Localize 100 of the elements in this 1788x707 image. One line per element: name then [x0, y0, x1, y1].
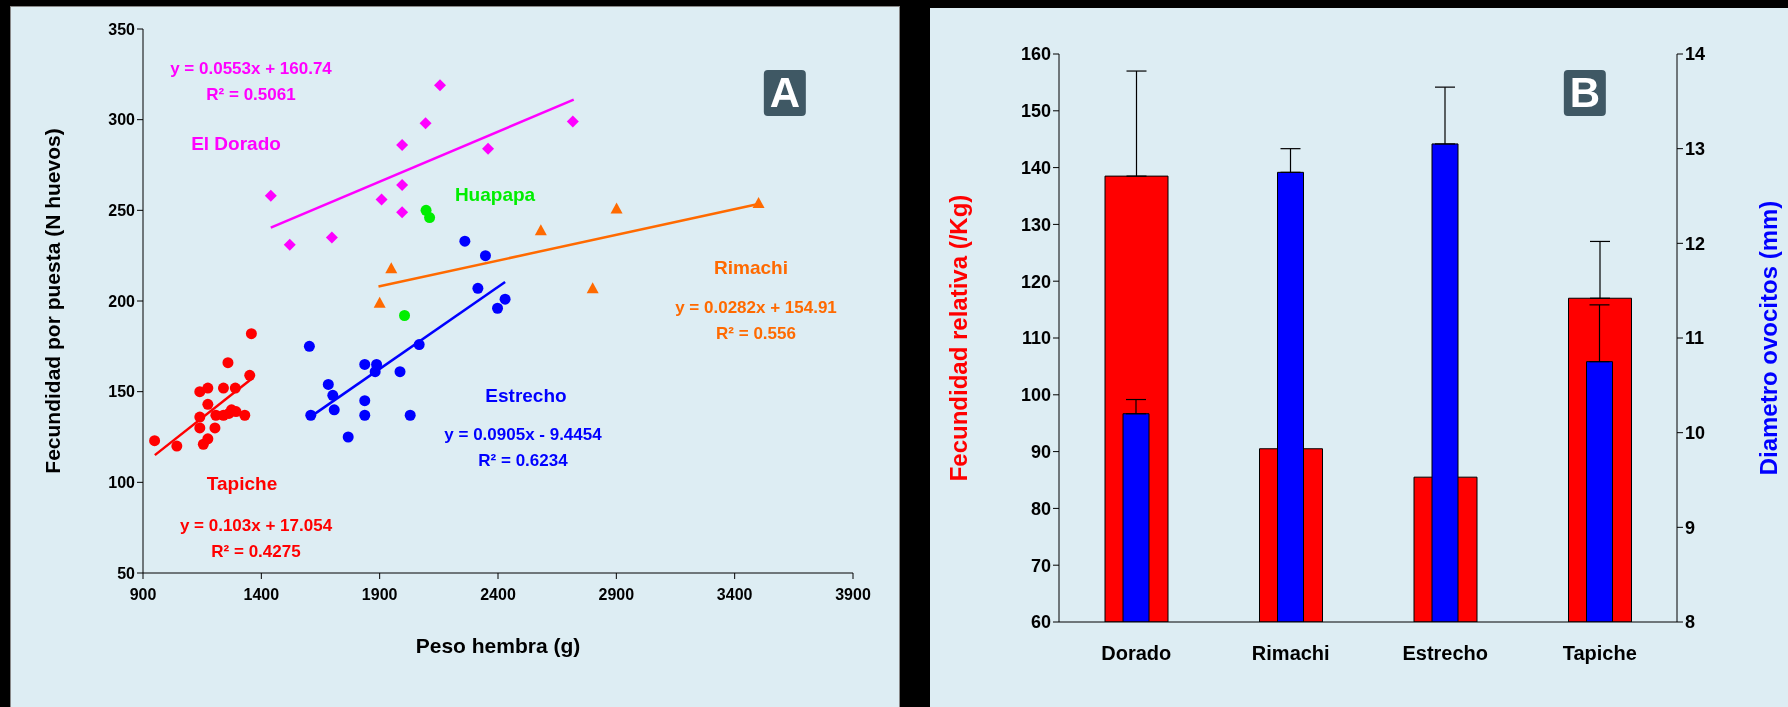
point	[264, 189, 277, 202]
series-label: El Dorado	[191, 132, 281, 155]
point	[394, 366, 406, 378]
y2-tick-label: 13	[1685, 139, 1706, 160]
point	[283, 238, 296, 251]
point	[479, 250, 491, 262]
point	[171, 440, 183, 452]
point	[424, 212, 436, 224]
y-tick-label: 250	[108, 202, 136, 220]
y-tick-label: 70	[1030, 555, 1051, 576]
point	[534, 224, 547, 236]
point	[325, 231, 338, 244]
y-tick-label: 150	[108, 383, 136, 401]
x-tick-label: Rimachi	[1251, 642, 1330, 665]
point	[209, 422, 221, 434]
y2-tick-label: 12	[1685, 233, 1706, 254]
y2-tick-label: 10	[1685, 423, 1706, 444]
point	[202, 433, 214, 445]
x-tick-label: 3900	[835, 586, 871, 604]
point	[375, 193, 388, 206]
y-tick-label: 150	[1020, 101, 1051, 122]
point	[459, 235, 471, 247]
point	[566, 115, 579, 128]
point	[217, 382, 229, 394]
annotation: y = 0.0905x - 9.4454	[444, 424, 602, 445]
x-axis-title: Peso hembra (g)	[415, 634, 581, 657]
annotation: R² = 0.6234	[478, 450, 568, 471]
point	[239, 409, 251, 421]
point	[342, 431, 354, 443]
x-tick-label: 1400	[243, 586, 280, 604]
point	[322, 378, 334, 390]
x-tick-label: 3400	[716, 586, 753, 604]
y-tick-label: 130	[1020, 214, 1051, 235]
y2-tick-label: 9	[1685, 517, 1696, 538]
annotation: R² = 0.4275	[211, 541, 301, 562]
annotation: y = 0.103x + 17.054	[179, 515, 333, 536]
point	[586, 282, 599, 294]
point	[396, 178, 409, 191]
y-tick-label: 90	[1030, 441, 1051, 462]
x-tick-label: 900	[129, 586, 157, 604]
y-axis-title: Fecundidad por puesta (N huevos)	[41, 128, 65, 474]
y-tick-label: 100	[1020, 385, 1051, 406]
point	[404, 409, 416, 421]
annotation: R² = 0.556	[716, 323, 796, 344]
y-tick-label: 100	[108, 474, 136, 492]
point	[359, 409, 371, 421]
x-tick-label: 2900	[598, 586, 635, 604]
point	[194, 386, 206, 398]
series-label: Huapapa	[454, 183, 536, 206]
annotation: y = 0.0282x + 154.91	[675, 297, 837, 318]
point	[149, 435, 161, 447]
y-tick-label: 160	[1020, 44, 1051, 65]
point	[202, 398, 214, 410]
point	[373, 296, 386, 308]
point	[303, 340, 315, 352]
point	[396, 206, 409, 219]
y2-tick-label: 11	[1685, 328, 1705, 349]
text: Rimachi	[714, 256, 788, 279]
point	[399, 310, 411, 322]
y-tick-label: 80	[1030, 498, 1051, 519]
y-tick-label: 300	[108, 111, 136, 129]
y2-tick-label: 8	[1685, 612, 1696, 633]
text: Estrecho	[485, 384, 567, 407]
point	[359, 358, 371, 370]
point	[472, 282, 484, 294]
point	[419, 117, 432, 130]
x-tick-label: Dorado	[1101, 642, 1172, 665]
point	[244, 369, 256, 381]
point	[482, 142, 495, 155]
y-tick-label: 200	[108, 292, 136, 310]
y-tick-label: 50	[117, 564, 136, 582]
annotation: y = 0.0553x + 160.74	[170, 58, 332, 79]
y-tick-label: 350	[108, 20, 136, 38]
point	[328, 404, 340, 416]
annotation: A	[763, 68, 807, 117]
y-tick-label: 140	[1020, 157, 1051, 178]
point	[202, 382, 214, 394]
point	[194, 422, 206, 434]
point	[434, 79, 447, 92]
x-tick-label: Tapiche	[1562, 642, 1637, 665]
annotation: B	[1563, 68, 1607, 117]
point	[610, 202, 623, 214]
series-label: Tapiche	[206, 472, 278, 495]
point	[359, 395, 371, 407]
point	[499, 293, 511, 305]
y-tick-label: 120	[1020, 271, 1051, 292]
y2-axis-title: Diametro ovocitos (mm)	[1754, 200, 1782, 476]
point	[396, 139, 409, 152]
y-tick-label: 60	[1030, 612, 1051, 633]
annotation: R² = 0.5061	[206, 84, 296, 105]
y-axis-title: Fecundidad relativa (/Kg)	[944, 194, 972, 482]
point	[492, 302, 504, 314]
point	[222, 357, 234, 369]
y-tick-label: 110	[1021, 328, 1051, 349]
x-tick-label: 1900	[361, 586, 398, 604]
x-tick-label: Estrecho	[1402, 642, 1489, 665]
point	[385, 262, 398, 274]
x-tick-label: 2400	[480, 586, 516, 604]
y2-tick-label: 14	[1685, 44, 1706, 65]
point	[245, 328, 257, 340]
